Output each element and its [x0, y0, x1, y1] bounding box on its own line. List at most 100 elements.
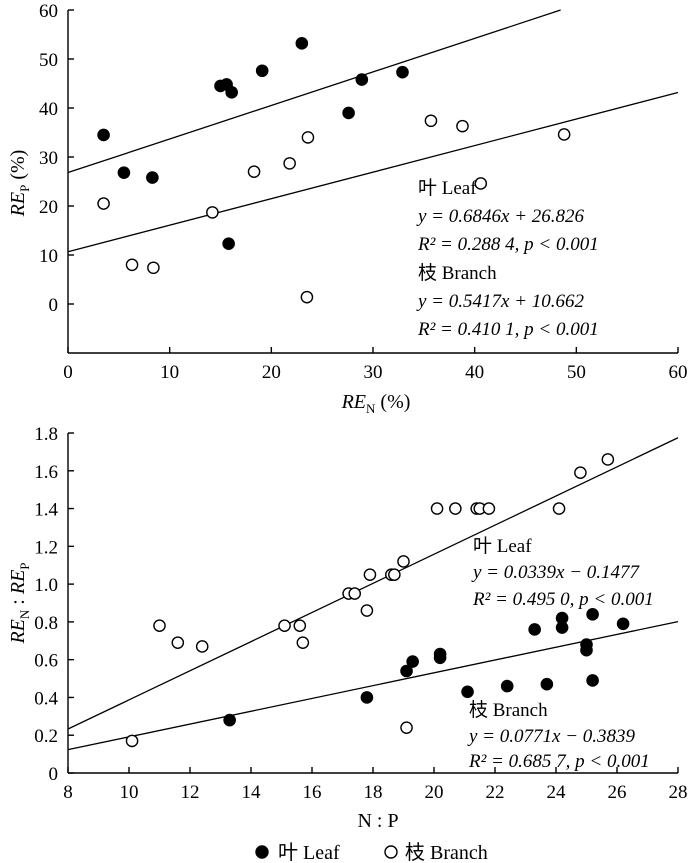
bottom-chart: 8 10 12 14 16 18 20 22 24 26 28 0 0.2 0.4 0.6 0.8 1.0 1.2…: [7, 424, 688, 832]
top-open-point: [474, 177, 488, 190]
bottom-x-tick-label: 12: [181, 782, 200, 803]
bottom-fit-line-1: [67, 437, 679, 730]
bottom-branch-equation: y = 0.0771x − 0.3839: [467, 726, 636, 747]
top-open-point: [206, 206, 219, 219]
top-y-tick-label: 0: [49, 295, 59, 316]
bottom-filled-point: [461, 685, 474, 699]
bottom-filled-point: [400, 664, 413, 678]
bottom-y-tick-label: 0.6: [34, 651, 58, 672]
bottom-x-tick-label: 20: [425, 782, 444, 803]
bottom-filled-point: [500, 679, 514, 693]
bottom-filled-point: [616, 617, 630, 631]
bottom-x-tick-label: 18: [364, 782, 383, 803]
bottom-x-tick-label: 24: [547, 782, 567, 803]
top-open-point: [557, 128, 571, 141]
top-x-tick-label: 0: [63, 362, 73, 383]
top-filled-point: [355, 73, 369, 86]
top-filled-point: [222, 237, 235, 251]
top-x-axis-label: REN (%): [341, 391, 411, 416]
bottom-filled-point: [555, 611, 569, 625]
bottom-filled-point: [528, 623, 541, 636]
bottom-filled-point: [223, 713, 236, 727]
bottom-open-point: [293, 619, 307, 632]
bottom-open-point: [397, 555, 410, 568]
bottom-y-tick-label: 1.0: [34, 575, 58, 596]
top-leaf-equation: y = 0.6846x + 26.826: [416, 206, 585, 227]
bottom-x-tick-label: 10: [120, 782, 139, 803]
top-filled-point: [255, 64, 269, 78]
bottom-x-tick-label: 8: [63, 782, 73, 803]
top-filled-point: [97, 128, 110, 142]
bottom-filled-point: [586, 608, 599, 621]
bottom-y-tick-label: 1.2: [34, 537, 58, 558]
bottom-open-point: [296, 636, 310, 649]
bottom-open-point: [388, 568, 401, 581]
bottom-filled-point: [433, 647, 447, 661]
top-open-point: [125, 258, 139, 272]
bottom-x-axis-label: N : P: [357, 810, 398, 832]
bottom-open-point: [552, 502, 566, 515]
bottom-x-tick-label: 16: [303, 782, 322, 803]
top-x-tick-label: 40: [465, 362, 484, 383]
top-y-tick-label: 50: [39, 50, 58, 71]
top-x-tick-label: 10: [160, 362, 179, 383]
bottom-open-point: [125, 734, 139, 748]
top-open-point: [283, 157, 296, 170]
top-y-tick-label: 20: [39, 197, 58, 218]
bottom-open-point: [195, 640, 209, 653]
top-x-tick-label: 60: [669, 362, 688, 383]
bottom-leaf-label: 叶 Leaf: [473, 535, 532, 557]
bottom-filled-point: [360, 691, 374, 704]
top-filled-point: [146, 171, 159, 184]
bottom-open-point: [574, 466, 587, 479]
top-x-tick-label: 30: [364, 362, 383, 383]
top-chart: 0 10 20 30 40 50 60 0 10 20 30 40 50 60 REP (%) REN (…: [7, 1, 688, 416]
top-filled-point: [396, 65, 409, 79]
top-filled-point: [295, 37, 309, 50]
top-open-point: [147, 261, 160, 275]
bottom-open-point: [171, 636, 185, 649]
bottom-branch-r2: R² = 0.685 7, p < 0.001: [468, 751, 650, 772]
bottom-open-point: [601, 453, 615, 466]
top-filled-point: [342, 106, 355, 120]
top-y-tick-label: 30: [39, 148, 58, 169]
bottom-open-point: [430, 502, 444, 515]
bottom-y-tick-label: 0.4: [34, 688, 58, 709]
top-leaf-r2: R² = 0.288 4, p < 0.001: [417, 234, 599, 255]
bottom-filled-point: [540, 677, 554, 691]
top-y-tick-label: 40: [39, 99, 58, 120]
bottom-y-tick-label: 0.2: [34, 726, 58, 747]
bottom-open-point: [278, 619, 291, 632]
top-open-point: [97, 197, 110, 210]
top-branch-r2: R² = 0.410 1, p < 0.001: [417, 319, 599, 340]
top-open-point: [247, 165, 261, 178]
bottom-filled-point: [580, 643, 593, 657]
legend-leaf-marker: [255, 845, 269, 859]
bottom-fit-line-2: [67, 620, 679, 751]
bottom-y-tick-label: 1.4: [34, 500, 58, 521]
top-branch-equation: y = 0.5417x + 10.662: [416, 291, 585, 312]
bottom-open-point: [449, 502, 462, 515]
bottom-open-point: [363, 568, 377, 581]
bottom-y-axis-label: REN : REP: [7, 562, 32, 644]
bottom-x-tick-label: 14: [242, 782, 262, 803]
bottom-filled-point: [406, 655, 419, 668]
bottom-leaf-equation: y = 0.0339x − 0.1477: [471, 562, 641, 583]
bottom-y-tick-label: 1.8: [34, 424, 58, 445]
bottom-open-point: [482, 502, 496, 515]
top-open-point: [301, 131, 315, 144]
top-y-axis-label: REP (%): [7, 150, 32, 218]
bottom-x-tick-label: 22: [486, 782, 505, 803]
top-y-tick-label: 60: [39, 1, 58, 22]
bottom-x-tick-label: 26: [608, 782, 627, 803]
bottom-filled-point: [586, 674, 599, 687]
bottom-open-point: [348, 587, 362, 600]
top-x-tick-label: 50: [567, 362, 586, 383]
top-branch-label: 枝 Branch: [418, 262, 497, 284]
top-y-tick-label: 10: [39, 246, 58, 267]
top-leaf-label: 叶 Leaf: [418, 177, 477, 199]
top-open-point: [300, 290, 314, 304]
top-fit-line-1: [67, 9, 561, 174]
legend-branch-marker: [384, 845, 398, 859]
